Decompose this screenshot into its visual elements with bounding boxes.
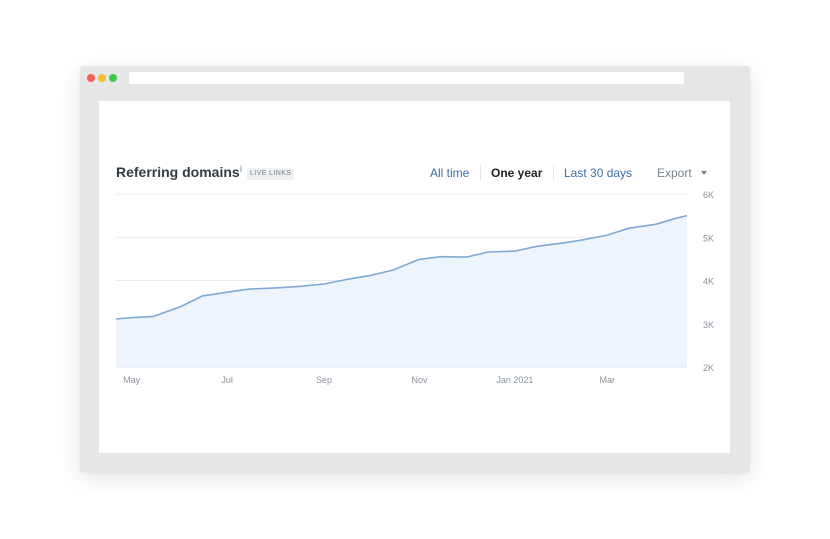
- tab-divider: [480, 165, 481, 181]
- card-title: Referring domains: [116, 164, 240, 180]
- browser-window: Referring domains i LIVE LINKS All time …: [80, 66, 750, 472]
- tab-one-year[interactable]: One year: [491, 166, 543, 180]
- live-links-badge: LIVE LINKS: [247, 168, 295, 180]
- tab-last-30-days[interactable]: Last 30 days: [564, 166, 633, 180]
- x-tick-label: Nov: [411, 375, 428, 385]
- series-line: [115, 214, 688, 320]
- close-window-icon[interactable]: [87, 74, 95, 82]
- x-tick-label: Mar: [599, 375, 615, 385]
- info-icon[interactable]: i: [240, 164, 242, 174]
- minimize-window-icon[interactable]: [98, 74, 106, 82]
- address-bar[interactable]: [129, 72, 684, 84]
- referring-domains-chart: 2K 3K 4K 5K 6K May Jul Sep Nov Jan 2021 Mar: [115, 190, 714, 385]
- tab-divider: [553, 165, 554, 181]
- y-tick-label: 4K: [703, 277, 714, 287]
- x-tick-label: May: [123, 375, 141, 385]
- y-tick-label: 2K: [703, 363, 714, 373]
- x-tick-label: Sep: [316, 375, 332, 385]
- y-tick-label: 5K: [703, 233, 714, 243]
- page-viewport: Referring domains i LIVE LINKS All time …: [99, 101, 730, 453]
- tab-all-time[interactable]: All time: [430, 166, 470, 180]
- caret-down-icon[interactable]: [701, 171, 707, 175]
- x-tick-label: Jan 2021: [496, 375, 533, 385]
- y-tick-label: 3K: [703, 320, 714, 330]
- series-area: [116, 215, 687, 367]
- maximize-window-icon[interactable]: [109, 74, 117, 82]
- x-tick-label: Jul: [221, 375, 233, 385]
- export-button[interactable]: Export: [657, 166, 692, 180]
- y-tick-label: 6K: [703, 190, 714, 200]
